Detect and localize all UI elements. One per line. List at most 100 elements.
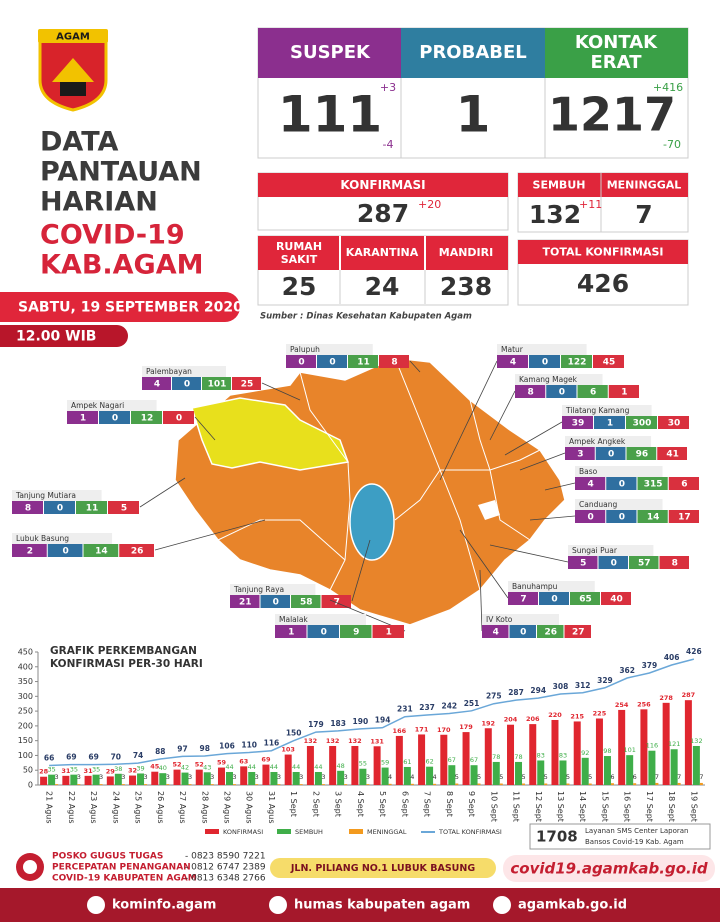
leader-line	[519, 452, 566, 471]
district-cell	[119, 544, 154, 557]
y-tick-label: 150	[18, 736, 33, 745]
x-tick-label: 9 Sept	[467, 791, 476, 817]
district-name: Sungai Puar	[572, 546, 618, 555]
district-cell	[546, 385, 577, 398]
district-name: Kamang Magek	[519, 375, 578, 384]
district-name-bg	[12, 490, 102, 501]
logo-text: AGAM	[56, 32, 90, 43]
district-name: Ampek Nagari	[71, 401, 124, 410]
data-label: 116	[264, 739, 280, 748]
data-label: 215	[570, 712, 584, 720]
data-label: 3	[55, 773, 59, 781]
district-cell	[307, 625, 339, 638]
data-label: 166	[393, 727, 407, 735]
stat-label: MANDIRI	[439, 246, 493, 259]
bar	[166, 784, 170, 785]
stat-up: +20	[418, 198, 441, 211]
y-tick-label: 300	[18, 692, 33, 701]
data-label: 278	[659, 694, 673, 702]
data-label: 312	[575, 681, 591, 690]
bar	[270, 771, 278, 785]
bar	[359, 768, 367, 785]
district-cell	[565, 447, 595, 460]
bar	[151, 771, 159, 785]
x-tick-label: 17 Sept	[645, 791, 654, 822]
district-cell	[275, 625, 307, 638]
district-cell	[76, 501, 107, 514]
bar	[314, 771, 322, 785]
data-label: 6	[610, 773, 614, 781]
district-value: 5	[121, 504, 127, 514]
bar	[99, 784, 103, 785]
data-label: 69	[66, 753, 76, 762]
stat-value: 238	[440, 272, 492, 301]
district-value: 21	[239, 598, 252, 608]
district-cell	[83, 544, 119, 557]
district-cell	[668, 510, 699, 523]
bar	[277, 784, 281, 785]
bar	[418, 734, 426, 785]
data-label: 52	[195, 761, 204, 769]
district-cell	[202, 377, 231, 390]
district-value: 1	[386, 628, 392, 638]
data-label: 4	[410, 773, 414, 781]
bar	[626, 755, 634, 785]
data-label: 3	[344, 773, 348, 781]
district-name: Baso	[579, 467, 598, 476]
x-tick-label: 27 Agus	[178, 791, 187, 824]
data-label: 379	[642, 661, 658, 670]
bar	[225, 771, 233, 785]
data-label: 3	[299, 773, 303, 781]
district-cell	[291, 595, 321, 608]
social: kominfo.agam	[112, 898, 216, 913]
bar	[581, 757, 589, 785]
data-label: 362	[619, 666, 635, 675]
district-value: 8	[391, 358, 397, 368]
bar	[70, 774, 78, 785]
bar	[492, 761, 500, 785]
data-label: 5	[521, 773, 525, 781]
stat-label: KONFIRMASI	[340, 178, 425, 192]
bar	[188, 784, 192, 785]
data-label: 3	[366, 773, 370, 781]
sms-text: Bansos Covid-19 Kab. Agam	[585, 838, 684, 846]
bar	[321, 784, 325, 785]
data-label: 98	[603, 747, 611, 755]
district-value: 5	[580, 559, 586, 569]
bar	[284, 754, 292, 785]
district-cell	[317, 355, 347, 368]
bar	[77, 784, 81, 785]
district-name-bg	[575, 466, 663, 477]
district-cell	[637, 477, 668, 490]
data-label: 242	[441, 701, 457, 710]
data-label: 83	[537, 751, 545, 759]
data-label: 44	[314, 763, 322, 771]
district-value: 14	[95, 547, 108, 557]
stat-label: PROBABEL	[419, 42, 527, 63]
data-label: 183	[330, 719, 346, 728]
website-pill	[503, 855, 715, 882]
data-label: 5	[566, 773, 570, 781]
district-value: 8	[672, 559, 678, 569]
district-cell	[593, 355, 624, 368]
chart-title: GRAFIK PERKEMBANGAN	[50, 645, 197, 657]
stat-value: 25	[282, 272, 317, 301]
x-tick-label: 18 Sept	[667, 791, 676, 822]
phone: - 0813 6348 2766	[185, 874, 266, 884]
bar	[129, 775, 137, 785]
stat-up: +3	[380, 81, 396, 94]
district-cell	[629, 556, 659, 569]
district-cell	[172, 377, 201, 390]
stat-label: ERAT	[591, 52, 643, 73]
legend-label: MENINGGAL	[367, 828, 407, 836]
district-cell	[99, 411, 130, 424]
stat-value: 1	[456, 86, 491, 144]
district-value: 101	[208, 380, 227, 390]
data-label: 38	[114, 765, 122, 773]
data-label: 132	[348, 737, 362, 745]
district-cell	[594, 416, 625, 429]
bar	[210, 784, 214, 785]
district-value: 65	[579, 595, 592, 605]
district-value: 11	[357, 358, 370, 368]
data-label: 52	[172, 761, 181, 769]
